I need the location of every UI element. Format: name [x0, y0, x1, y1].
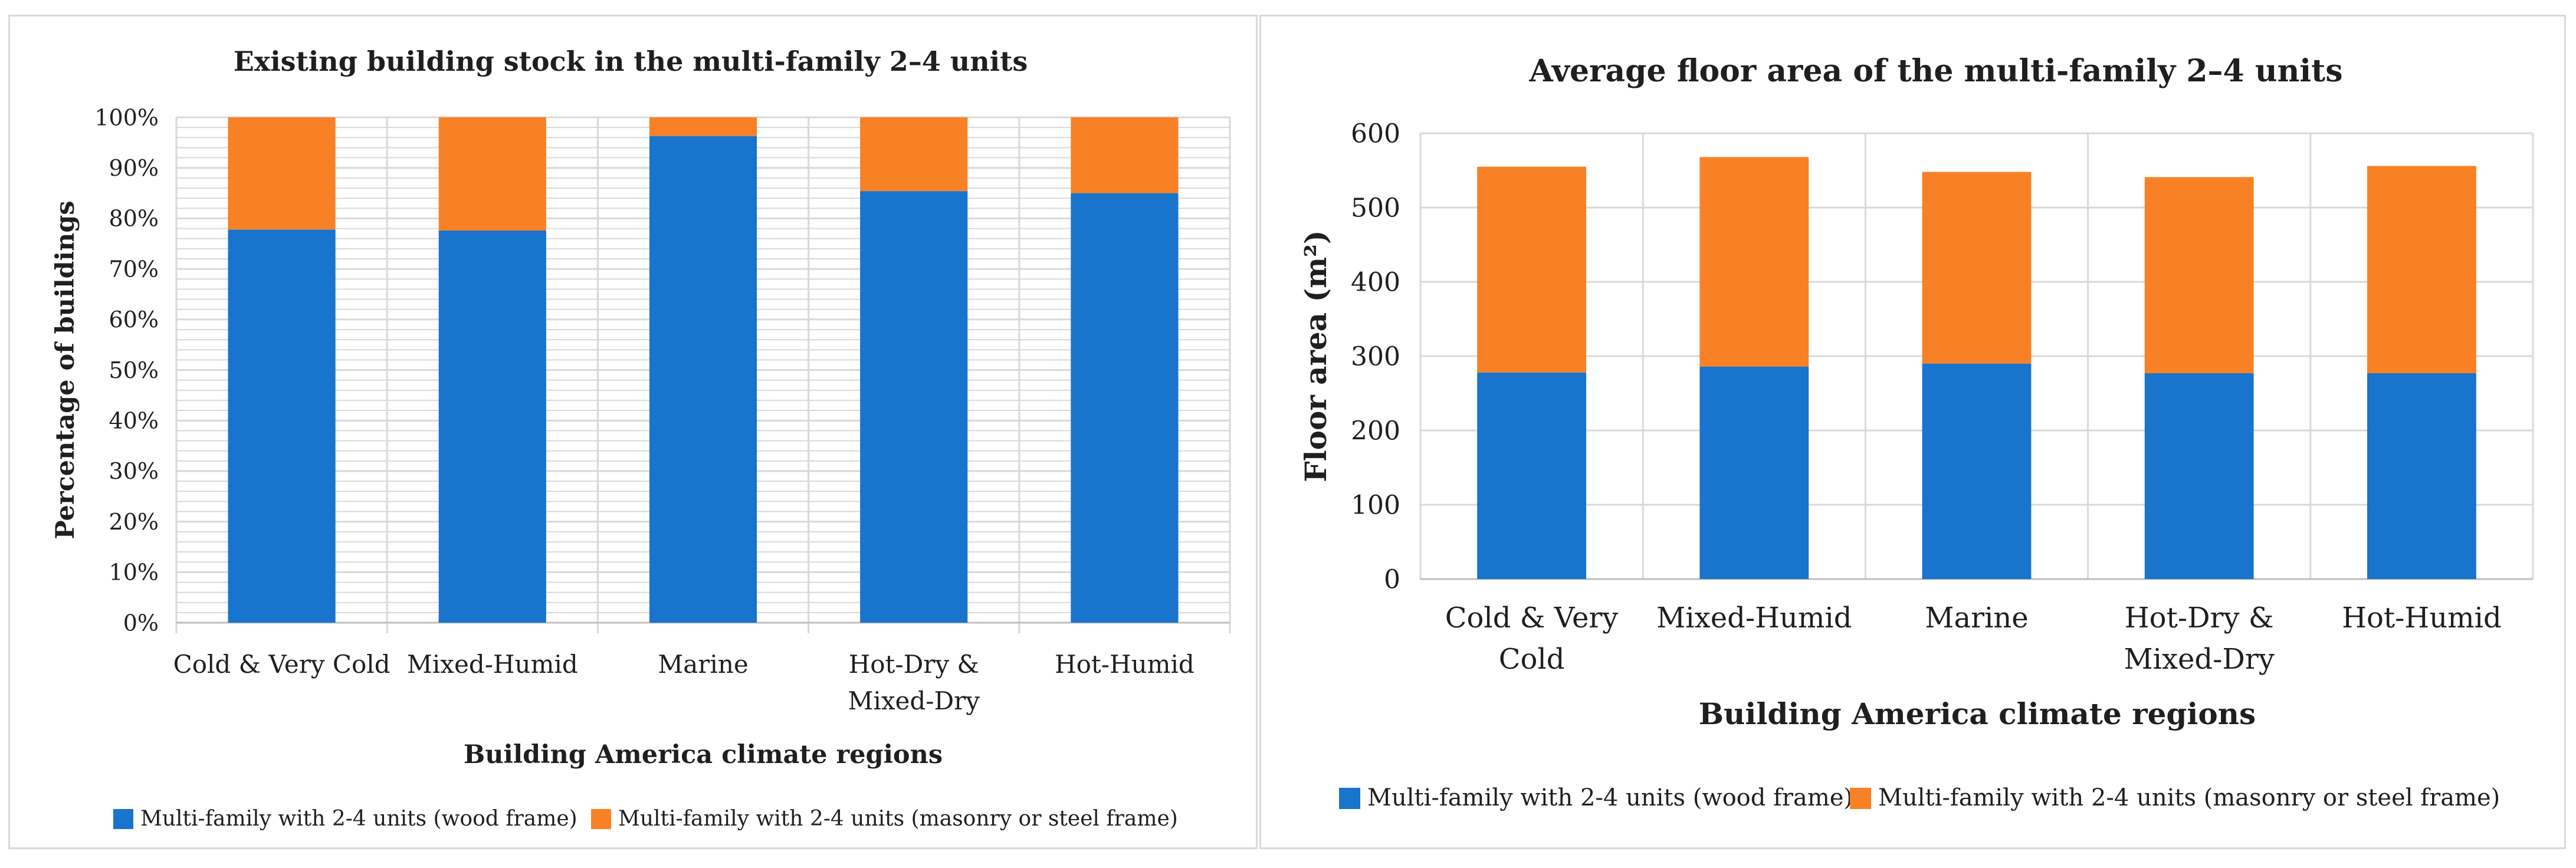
bar-wood-frame — [1922, 363, 2032, 579]
y-tick-label: 100% — [94, 104, 159, 130]
bar-wood-frame — [2367, 373, 2476, 579]
y-tick-label: 400 — [1351, 267, 1400, 297]
x-tick-label: Marine — [1925, 601, 2028, 634]
y-tick-label: 500 — [1351, 193, 1400, 223]
legend-swatch — [1850, 788, 1871, 809]
stock-chart: Existing building stock in the multi-fam… — [51, 45, 1231, 831]
bar-masonry-frame — [1071, 117, 1179, 193]
chart-title: Existing building stock in the multi-fam… — [234, 45, 1028, 77]
y-tick-label: 70% — [109, 256, 159, 282]
x-tick-label: Mixed-Dry — [848, 686, 980, 715]
bar-wood-frame — [2144, 373, 2254, 579]
legend-swatch — [1339, 788, 1360, 809]
x-tick-label: Cold & Very Cold — [173, 650, 390, 679]
bar-masonry-frame — [1699, 157, 1809, 367]
bar-masonry-frame — [860, 117, 968, 192]
y-tick-label: 100 — [1351, 490, 1400, 520]
x-tick-label: Hot-Humid — [2342, 601, 2502, 634]
bar-wood-frame — [1071, 193, 1179, 623]
bar-masonry-frame — [649, 117, 757, 136]
x-tick-label: Hot-Humid — [1055, 650, 1195, 679]
bar-masonry-frame — [228, 117, 336, 230]
x-tick-label: Mixed-Dry — [2124, 643, 2274, 676]
chart-title: Average floor area of the multi-family 2… — [1529, 53, 2343, 89]
bar-wood-frame — [228, 229, 336, 623]
legend-label: Multi-family with 2-4 units (masonry or … — [618, 807, 1178, 831]
x-tick-label: Cold — [1499, 643, 1565, 676]
floor-area-chart: Average floor area of the multi-family 2… — [1298, 53, 2534, 811]
legend-label: Multi-family with 2-4 units (wood frame) — [1367, 784, 1853, 811]
x-tick-label: Marine — [658, 650, 748, 679]
y-axis-title: Percentage of buildings — [51, 200, 80, 539]
bar-masonry-frame — [2367, 166, 2476, 373]
stock-chart-panel: Existing building stock in the multi-fam… — [8, 15, 1258, 849]
legend-label: Multi-family with 2-4 units (wood frame) — [140, 807, 577, 831]
legend-label: Multi-family with 2-4 units (masonry or … — [1878, 784, 2500, 811]
x-axis-title: Building America climate regions — [1699, 696, 2256, 731]
x-tick-label: Mixed-Humid — [407, 650, 578, 679]
bar-wood-frame — [860, 191, 968, 623]
bar-wood-frame — [649, 136, 757, 623]
bar-wood-frame — [1699, 366, 1809, 579]
y-tick-label: 10% — [109, 560, 159, 586]
bar-wood-frame — [438, 230, 546, 623]
bar-masonry-frame — [2144, 177, 2254, 373]
y-tick-label: 300 — [1351, 341, 1400, 371]
y-tick-label: 0% — [123, 610, 159, 636]
bar-masonry-frame — [1922, 172, 2032, 364]
y-tick-label: 50% — [109, 357, 159, 383]
y-axis-title: Floor area (m²) — [1298, 230, 1333, 482]
bar-masonry-frame — [438, 117, 546, 231]
x-tick-label: Mixed-Humid — [1656, 601, 1852, 634]
x-tick-label: Hot-Dry & — [2125, 601, 2274, 634]
y-tick-label: 20% — [109, 509, 159, 535]
x-tick-label: Hot-Dry & — [849, 650, 979, 679]
legend-swatch — [113, 809, 133, 829]
y-tick-label: 90% — [109, 155, 159, 181]
y-tick-label: 40% — [109, 408, 159, 434]
y-tick-label: 600 — [1351, 119, 1400, 149]
bar-wood-frame — [1477, 372, 1587, 579]
y-tick-label: 200 — [1351, 416, 1400, 446]
legend-swatch — [591, 809, 611, 829]
floor-area-chart-panel: Average floor area of the multi-family 2… — [1259, 15, 2566, 849]
x-tick-label: Cold & Very — [1445, 601, 1619, 634]
y-tick-label: 30% — [109, 458, 159, 484]
y-tick-label: 80% — [109, 206, 159, 232]
bar-masonry-frame — [1477, 166, 1587, 373]
y-tick-label: 0 — [1384, 564, 1400, 594]
x-axis-title: Building America climate regions — [464, 740, 943, 770]
y-tick-label: 60% — [109, 307, 159, 333]
